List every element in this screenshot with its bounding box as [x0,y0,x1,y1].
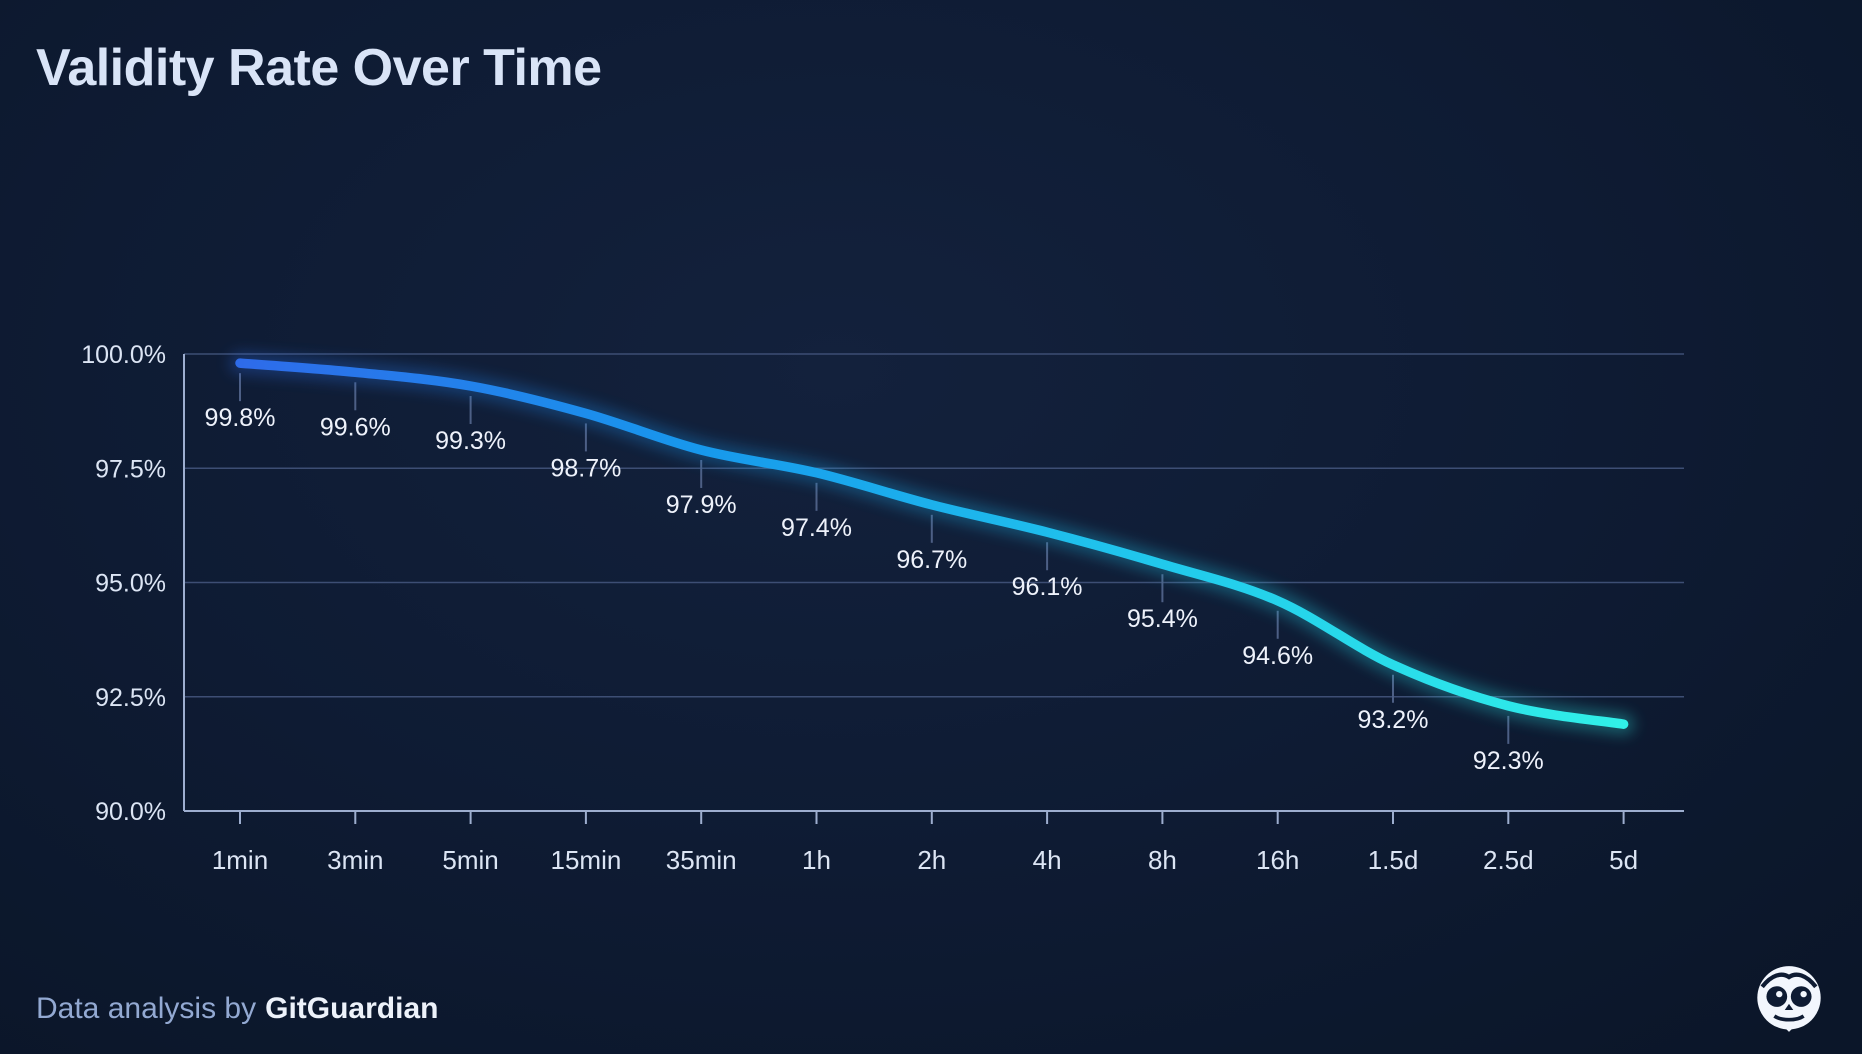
x-tick-label: 35min [666,845,737,875]
owl-beak [1784,1003,1794,1010]
data-point-label: 92.3% [1473,747,1544,775]
attribution-brand: GitGuardian [265,992,439,1025]
y-tick-label: 100.0% [81,341,166,369]
data-point-label: 99.3% [435,427,506,455]
owl-wing-line [1773,1014,1805,1022]
owl-right-eye [1790,986,1812,1007]
x-tick-label: 8h [1148,845,1177,875]
data-point-label: 99.6% [320,413,391,441]
x-tick-label: 1min [212,845,268,875]
x-tick-label: 3min [327,845,383,875]
data-point-label: 95.4% [1127,605,1198,633]
data-point-label: 98.7% [550,454,621,482]
x-tick-label: 5d [1609,845,1638,875]
y-tick-label: 90.0% [95,798,166,826]
data-point-label: 96.7% [896,546,967,574]
page-title: Validity Rate Over Time [36,39,602,97]
series-line [235,358,1629,729]
x-tick-label: 5min [442,845,498,875]
owl-left-pupil [1776,990,1783,998]
x-tick-label: 16h [1256,845,1299,875]
owl-right-pupil [1800,990,1807,998]
x-tick-label: 1h [802,845,831,875]
data-point-label: 97.4% [781,514,852,542]
x-tick-label: 4h [1033,845,1062,875]
owl-chin [1781,1024,1797,1032]
y-tick-label: 92.5% [95,684,166,712]
attribution-text: Data analysis by [36,992,257,1025]
data-point-label: 93.2% [1358,706,1429,734]
owl-brow [1760,972,1818,989]
gitguardian-owl-logo [1757,966,1821,1032]
data-point-label: 97.9% [666,491,737,519]
data-point-label: 99.8% [205,404,276,432]
x-tick-label: 1.5d [1368,845,1419,875]
owl-face [1757,966,1821,1030]
y-tick-label: 95.0% [95,570,166,598]
x-tick-label: 2h [917,845,946,875]
y-tick-label: 97.5% [95,455,166,483]
x-tick-label: 2.5d [1483,845,1534,875]
attribution-footer: Data analysis by GitGuardian [36,992,438,1026]
x-tick-label: 15min [550,845,621,875]
data-point-label: 96.1% [1012,573,1083,601]
owl-left-eye [1766,986,1788,1007]
data-point-label: 94.6% [1242,642,1313,670]
